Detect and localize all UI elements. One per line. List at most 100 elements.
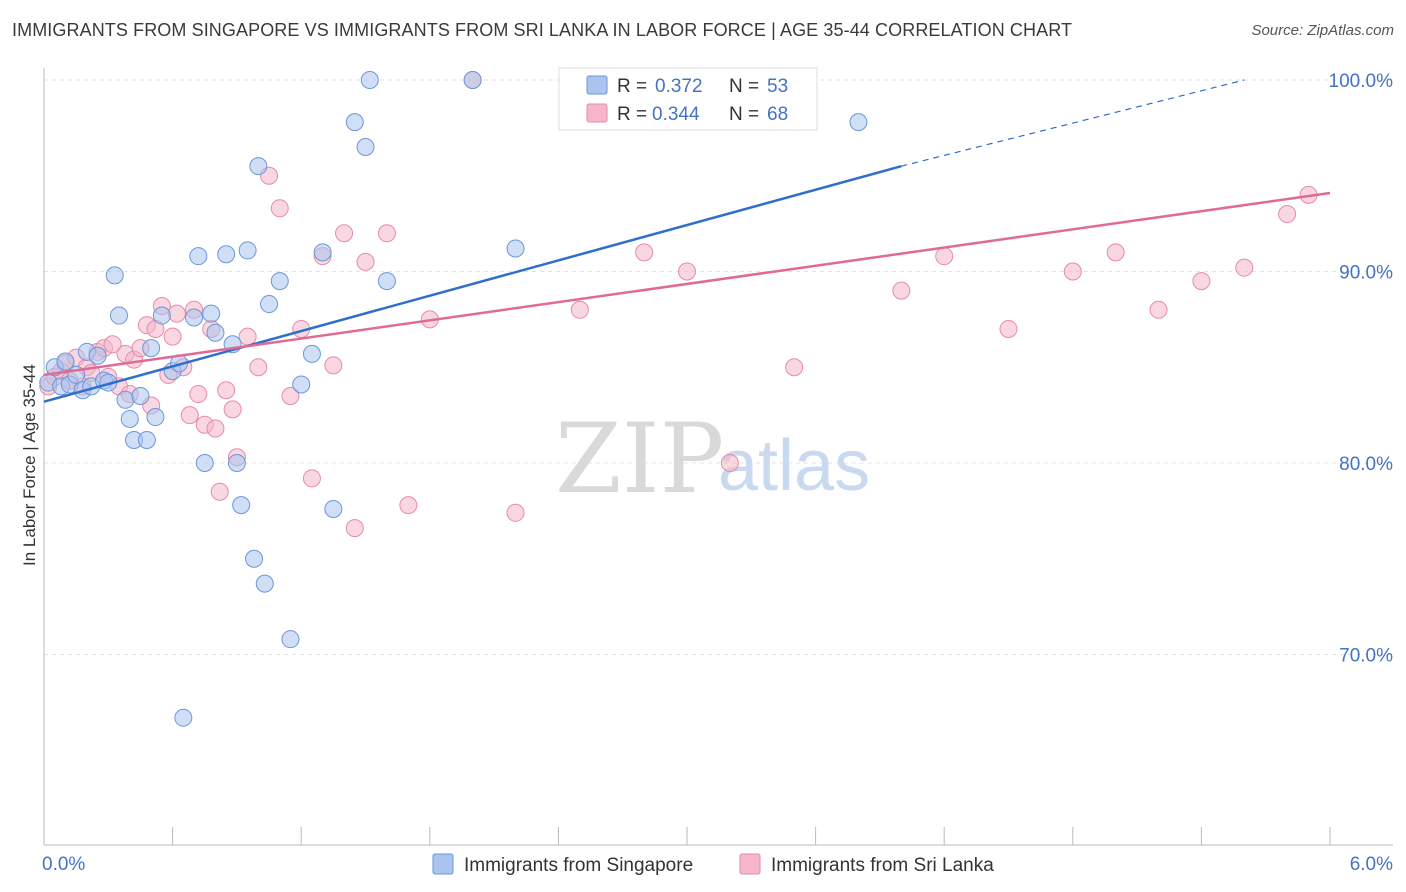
bottom-legend-label-singapore: Immigrants from Singapore [464,855,693,876]
point-srilanka [206,419,225,438]
point-singapore [292,375,311,394]
point-singapore [849,113,868,132]
legend-r-value-singapore: 0.372 [655,76,703,97]
point-singapore [506,239,525,258]
point-srilanka [785,358,804,377]
watermark-atlas: atlas [718,426,870,506]
point-srilanka [720,454,739,472]
point-singapore [360,71,379,89]
point-srilanka [678,262,696,281]
point-singapore [270,272,289,291]
trend-lines [43,79,1331,403]
point-srilanka [345,519,364,538]
legend-n-value-singapore: 53 [767,76,788,97]
bottom-legend-swatch-srilanka [739,853,761,875]
point-srilanka [249,358,268,377]
point-srilanka [238,327,257,346]
point-srilanka [399,496,418,515]
y-axis-title: In Labor Force | Age 35-44 [20,364,39,566]
point-singapore [356,138,375,157]
bottom-legend-label-srilanka: Immigrants from Sri Lanka [771,855,994,876]
point-singapore [255,574,274,593]
x-tick-label-max: 6.0% [1350,854,1393,875]
trend-line-singapore [43,164,902,403]
legend-swatch-singapore [586,75,608,95]
point-singapore [120,409,139,428]
point-srilanka [163,327,182,346]
point-srilanka [180,406,199,425]
point-singapore [463,71,482,89]
point-singapore [227,454,246,472]
y-tick-label-90: 90.0% [1339,263,1393,284]
trend-line-singapore-extension [901,79,1245,167]
point-srilanka [223,400,242,419]
point-srilanka [1192,272,1211,291]
point-srilanka [1278,205,1297,224]
legend-swatch-srilanka [586,103,608,123]
point-singapore [281,630,300,649]
point-singapore [146,408,165,427]
point-singapore [345,113,364,132]
point-singapore [313,243,332,262]
point-srilanka [335,224,354,243]
series-singapore-points [39,71,868,727]
point-singapore [260,295,279,314]
point-singapore [249,157,268,176]
y-tick-label-70: 70.0% [1339,646,1393,667]
source-label: Source: ZipAtlas.com [1251,22,1394,39]
point-srilanka [356,252,375,271]
point-srilanka [189,385,208,404]
stats-legend: R = 0.372 N = 53 R = 0.344 N = 68 [558,67,818,131]
point-singapore [377,272,396,291]
point-singapore [217,245,236,264]
point-srilanka [1149,300,1168,319]
point-srilanka [324,356,343,375]
point-singapore [131,386,150,405]
point-singapore [152,306,171,325]
point-srilanka [210,482,229,501]
point-singapore [105,266,124,285]
point-srilanka [999,319,1018,338]
legend-n-label-singapore: N = [729,76,759,97]
point-singapore [137,431,156,450]
legend-n-value-srilanka: 68 [767,104,788,125]
point-srilanka [281,386,300,405]
y-tick-label-80: 80.0% [1339,454,1393,475]
legend-r-label-srilanka: R = [617,104,647,125]
y-tick-label-100: 100.0% [1329,71,1394,92]
point-singapore [238,241,257,260]
point-singapore [142,339,161,358]
grid [44,79,1393,655]
point-singapore [116,390,135,409]
axes [43,68,1393,846]
point-srilanka [570,300,589,319]
point-srilanka [1235,258,1254,277]
point-srilanka [103,335,122,354]
series-legend: Immigrants from Singapore Immigrants fro… [432,853,994,876]
point-singapore [195,454,214,472]
point-singapore [202,304,221,323]
y-tick-labels: 70.0% 80.0% 90.0% 100.0% [1329,71,1394,667]
point-singapore [324,499,343,518]
point-srilanka [302,469,321,488]
point-singapore [174,708,193,727]
point-singapore [110,306,129,325]
watermark-zip: ZIP [555,403,724,515]
point-singapore [206,323,225,342]
chart-title: IMMIGRANTS FROM SINGAPORE VS IMMIGRANTS … [12,20,1073,40]
point-singapore [245,549,264,568]
point-singapore [185,308,204,327]
trend-line-srilanka [43,191,1331,377]
point-singapore [88,346,107,365]
point-singapore [232,496,251,515]
legend-n-label-srilanka: N = [729,104,759,125]
point-srilanka [217,381,236,400]
bottom-legend-swatch-singapore [432,853,454,875]
point-singapore [302,344,321,363]
point-singapore [56,352,75,371]
point-srilanka [270,199,289,218]
point-singapore [189,247,208,266]
point-srilanka [506,503,525,522]
point-srilanka [635,243,654,262]
